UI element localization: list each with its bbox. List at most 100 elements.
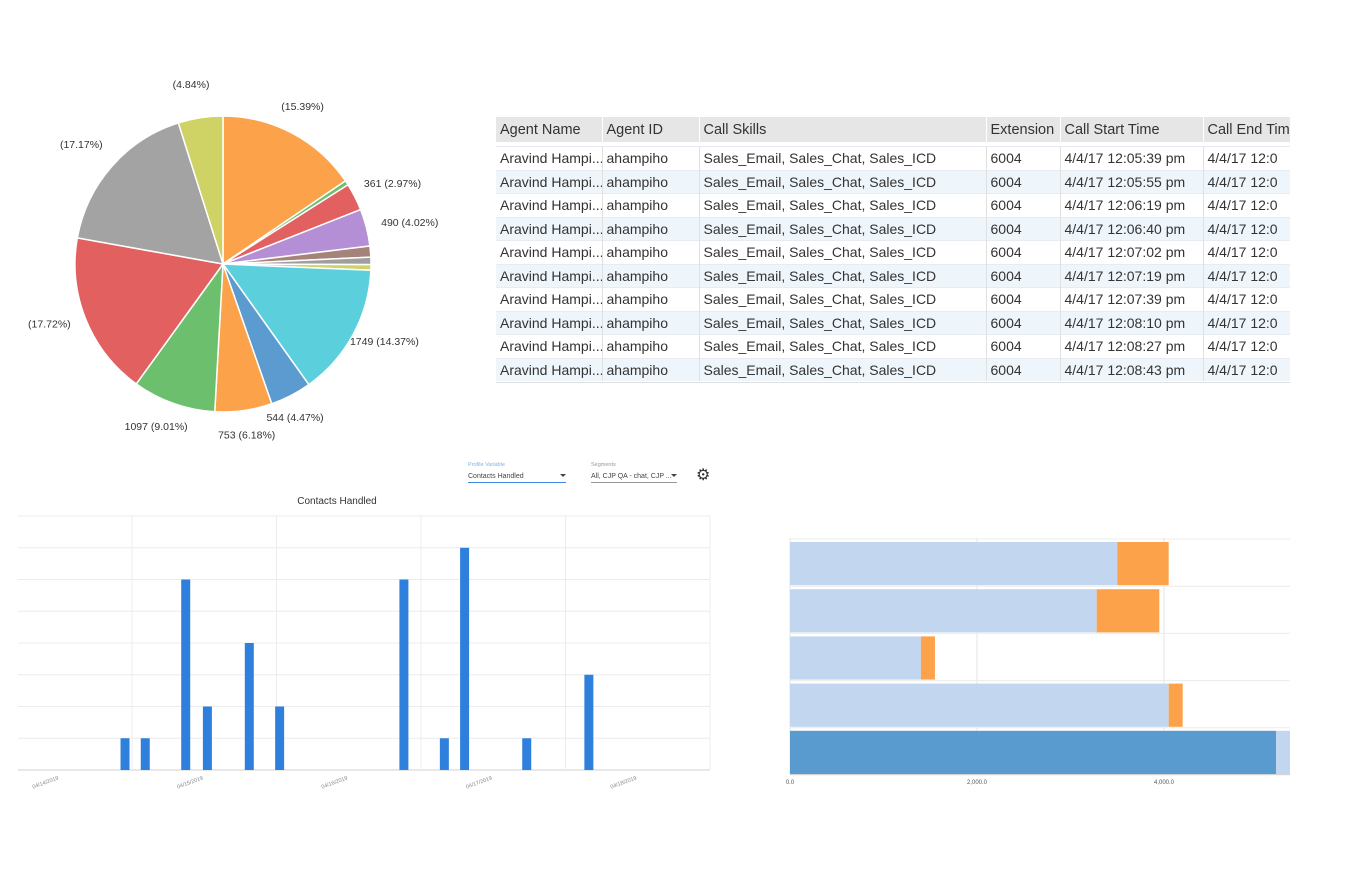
chevron-down-icon [671, 474, 677, 477]
table-cell: 6004 [986, 287, 1061, 311]
table-cell: 6004 [986, 146, 1061, 170]
bar[interactable] [584, 674, 594, 770]
table-cell: ahampiho [602, 193, 700, 217]
x-tick-label: 04/18/2019 [610, 776, 638, 791]
profile-variable-label: Profile Variable [468, 462, 505, 468]
table-cell: Aravind Hampi... [496, 169, 603, 194]
table-cell: 4/4/17 12:0 [1203, 146, 1290, 170]
bar[interactable] [399, 579, 409, 771]
column-header[interactable]: Call Start Time [1060, 117, 1204, 142]
bar[interactable] [275, 706, 285, 771]
table-row[interactable]: Aravind Hampi... ahampiho Sales_Email, Sal… [496, 357, 1290, 381]
bar[interactable] [439, 738, 449, 770]
segments-value: All, CJP QA - chat, CJP ... [591, 471, 677, 483]
bar-segment[interactable] [1117, 542, 1169, 586]
table-cell: Sales_Email, Sales_Chat, Sales_ICD [699, 263, 987, 288]
bar-segment[interactable] [1276, 730, 1290, 774]
table-cell: Aravind Hampi... [496, 334, 603, 358]
bar-segment[interactable] [790, 730, 1277, 774]
table-cell: 4/4/17 12:0 [1203, 193, 1290, 217]
bar[interactable] [181, 579, 191, 771]
pie-slice-label: (4.84%) [173, 79, 210, 91]
table-cell: Sales_Email, Sales_Chat, Sales_ICD [699, 334, 987, 358]
column-header[interactable]: Call End Tim [1203, 117, 1290, 142]
table-cell: ahampiho [602, 310, 700, 335]
table-cell: ahampiho [602, 263, 700, 288]
stacked-hbar-chart: 0.0 2,000.0 4,000.0 [786, 538, 1290, 786]
x-tick-label: 04/16/2019 [321, 776, 349, 791]
table-row[interactable]: Aravind Hampi... ahampiho Sales_Email, Sal… [496, 310, 1290, 335]
column-header[interactable]: Agent Name [496, 117, 603, 142]
bar-segment[interactable] [790, 542, 1118, 586]
table-cell: 4/4/17 12:0 [1203, 240, 1290, 264]
table-cell: 4/4/17 12:08:43 pm [1060, 357, 1204, 381]
table-cell: 4/4/17 12:08:27 pm [1060, 334, 1204, 358]
gear-icon[interactable]: ⚙ [696, 467, 711, 484]
table-row[interactable]: Aravind Hampi... ahampiho Sales_Email, Sal… [496, 216, 1290, 241]
table-row[interactable]: Aravind Hampi... ahampiho Sales_Email, Sal… [496, 240, 1290, 264]
pie-slice[interactable] [74, 237, 225, 385]
table-cell: 4/4/17 12:05:39 pm [1060, 146, 1204, 170]
x-tick-label: 0.0 [786, 780, 795, 786]
bar-segment[interactable] [790, 636, 921, 680]
bar-segment[interactable] [1168, 683, 1183, 727]
table-row[interactable]: Aravind Hampi... ahampiho Sales_Email, Sal… [496, 287, 1290, 311]
bar[interactable] [522, 738, 532, 770]
table-row[interactable]: Aravind Hampi... ahampiho Sales_Email, Sal… [496, 263, 1290, 288]
column-header[interactable]: Call Skills [699, 117, 987, 142]
bar[interactable] [120, 738, 130, 770]
column-header[interactable]: Extension [986, 117, 1061, 142]
pie-slice[interactable] [135, 261, 224, 413]
pie-slice-label: 544 (4.47%) [266, 412, 323, 424]
bar-segment[interactable] [790, 683, 1169, 727]
segments-label: Segments [591, 462, 616, 468]
table-row[interactable]: Aravind Hampi... ahampiho Sales_Email, Sal… [496, 169, 1290, 194]
pie-slice[interactable] [221, 263, 372, 386]
table-cell: ahampiho [602, 146, 700, 170]
bar-segment[interactable] [1096, 589, 1160, 633]
table-cell: 4/4/17 12:07:02 pm [1060, 240, 1204, 264]
table-cell: ahampiho [602, 216, 700, 241]
bar-segment[interactable] [920, 636, 935, 680]
table-cell: Aravind Hampi... [496, 357, 603, 381]
bar-segment[interactable] [790, 589, 1097, 633]
bar[interactable] [202, 706, 212, 771]
table-cell: ahampiho [602, 240, 700, 264]
table-cell: 4/4/17 12:05:55 pm [1060, 169, 1204, 194]
table-cell: 4/4/17 12:06:40 pm [1060, 216, 1204, 241]
table-cell: Aravind Hampi... [496, 310, 603, 335]
pie-slice[interactable] [177, 115, 224, 265]
contacts-handled-chart: Contacts Handled 04/14/2019 04/15/2019 04/… [18, 496, 711, 791]
bar[interactable] [460, 547, 470, 770]
table-row[interactable]: Aravind Hampi... ahampiho Sales_Email, Sal… [496, 334, 1290, 358]
bar[interactable] [140, 738, 150, 770]
pie-slice-label: (17.72%) [28, 319, 71, 331]
pie-slice[interactable] [76, 121, 225, 265]
table-row[interactable]: Aravind Hampi... ahampiho Sales_Email, Sal… [496, 146, 1290, 170]
table-cell: ahampiho [602, 287, 700, 311]
table-cell: 6004 [986, 216, 1061, 241]
chevron-down-icon [560, 474, 566, 477]
table-cell: ahampiho [602, 334, 700, 358]
table-cell: 4/4/17 12:08:10 pm [1060, 310, 1204, 335]
pie-chart: (15.39%) 361 (2.97%) 490 (4.02%) 1749 (14.3… [28, 79, 438, 441]
table-cell: ahampiho [602, 357, 700, 381]
table-cell: 4/4/17 12:0 [1203, 169, 1290, 194]
table-cell: Sales_Email, Sales_Chat, Sales_ICD [699, 146, 987, 170]
table-cell: Sales_Email, Sales_Chat, Sales_ICD [699, 287, 987, 311]
table-cell: ahampiho [602, 169, 700, 194]
x-tick-label: 4,000.0 [1154, 780, 1175, 786]
table-cell: 4/4/17 12:0 [1203, 357, 1290, 381]
table-header-row: Agent Name Agent ID Call Skills Extension Ca… [496, 117, 1290, 142]
x-tick-label: 04/17/2019 [465, 776, 493, 791]
table-cell: Sales_Email, Sales_Chat, Sales_ICD [699, 310, 987, 335]
profile-variable-select[interactable]: Profile Variable Contacts Handled [468, 462, 574, 483]
table-row[interactable]: Aravind Hampi... ahampiho Sales_Email, Sal… [496, 193, 1290, 217]
pie-slice[interactable] [222, 115, 347, 266]
table-cell: Sales_Email, Sales_Chat, Sales_ICD [699, 169, 987, 194]
table-cell: 6004 [986, 310, 1061, 335]
bar[interactable] [244, 643, 254, 770]
table-cell: Sales_Email, Sales_Chat, Sales_ICD [699, 216, 987, 241]
column-header[interactable]: Agent ID [602, 117, 700, 142]
segments-select[interactable]: Segments All, CJP QA - chat, CJP ... [591, 462, 697, 483]
